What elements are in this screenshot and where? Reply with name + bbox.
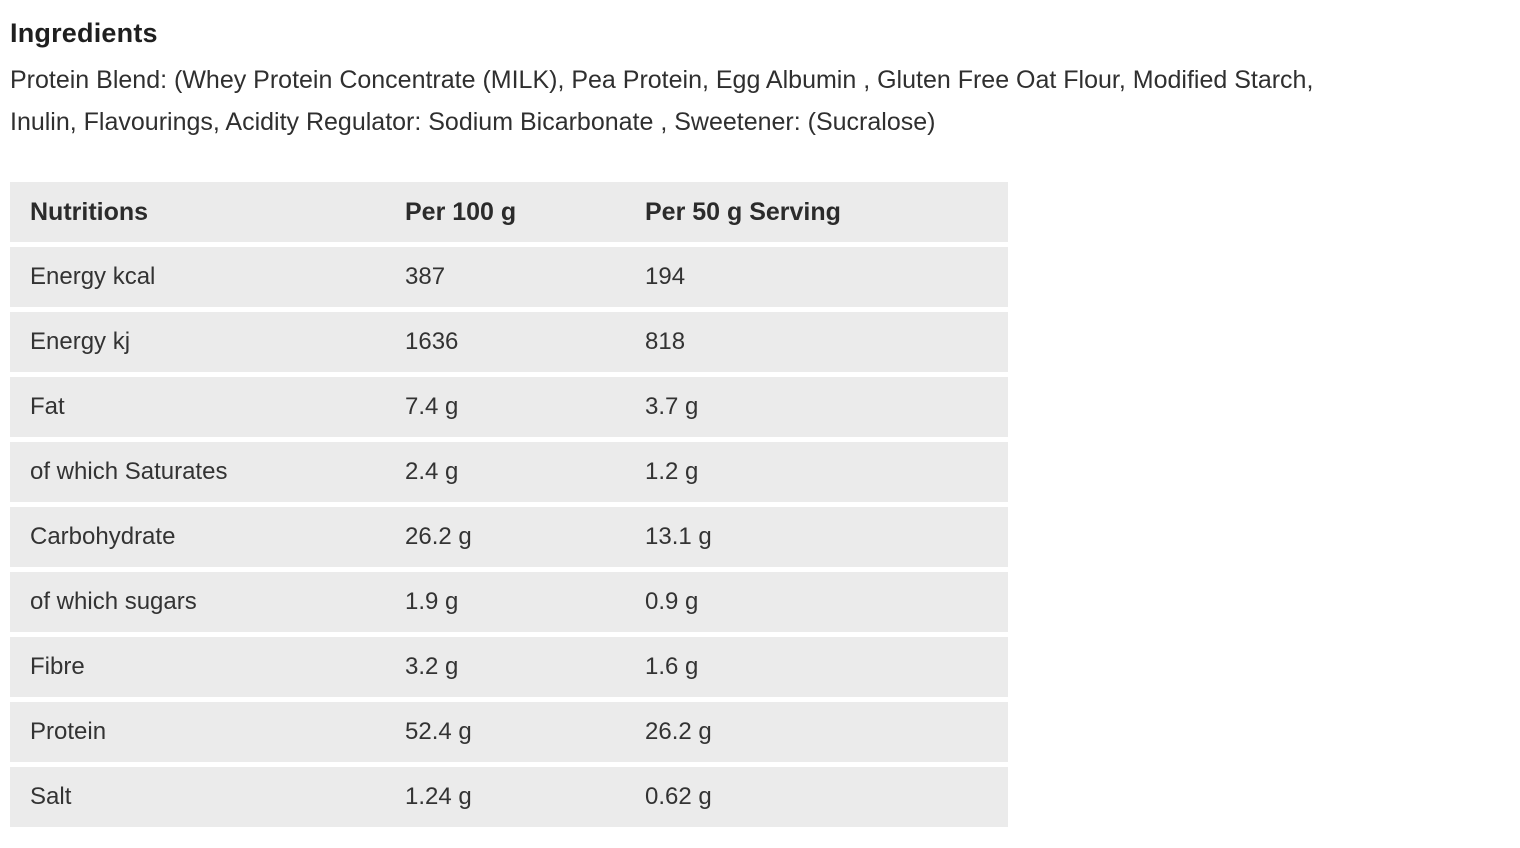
nutrient-name-cell: Energy kj	[30, 328, 131, 355]
table-row: Fat 7.4 g 3.7 g	[10, 377, 1008, 437]
table-row: Fibre 3.2 g 1.6 g	[10, 637, 1008, 697]
nutrient-name-cell: Fat	[30, 393, 65, 420]
per-serving-cell: 13.1 g	[645, 523, 712, 550]
nutrition-table-header-row: Nutritions Per 100 g Per 50 g Serving	[10, 182, 1008, 242]
nutrient-name-cell: Energy kcal	[30, 263, 156, 290]
nutrient-name-cell: Carbohydrate	[30, 523, 176, 550]
product-info-page: Ingredients Protein Blend: (Whey Protein…	[10, 18, 1520, 827]
table-row: Energy kcal 387 194	[10, 247, 1008, 307]
ingredients-line-2: Inulin, Flavourings, Acidity Regulator: …	[10, 108, 936, 136]
per-serving-cell: 1.2 g	[645, 458, 699, 485]
table-row: Protein 52.4 g 26.2 g	[10, 702, 1008, 762]
per-100g-cell: 7.4 g	[405, 393, 459, 420]
per-serving-cell: 26.2 g	[645, 718, 712, 745]
nutrient-name-cell: of which Saturates	[30, 458, 228, 485]
ingredients-heading: Ingredients	[10, 18, 158, 48]
per-serving-cell: 0.62 g	[645, 783, 712, 810]
ingredients-section: Ingredients Protein Blend: (Whey Protein…	[10, 18, 1520, 143]
nutrient-name-cell: Protein	[30, 718, 107, 745]
per-100g-cell: 26.2 g	[405, 523, 472, 550]
nutrition-table: Nutritions Per 100 g Per 50 g Serving En…	[10, 182, 1008, 827]
nutrient-name-cell: Salt	[30, 783, 72, 810]
ingredients-text: Protein Blend: (Whey Protein Concentrate…	[10, 59, 1480, 143]
table-row: of which sugars 1.9 g 0.9 g	[10, 572, 1008, 632]
per-100g-cell: 2.4 g	[405, 458, 459, 485]
per-serving-cell: 818	[645, 328, 686, 355]
per-serving-cell: 0.9 g	[645, 588, 699, 615]
per-serving-cell: 3.7 g	[645, 393, 699, 420]
table-row: Energy kj 1636 818	[10, 312, 1008, 372]
table-row: Carbohydrate 26.2 g 13.1 g	[10, 507, 1008, 567]
per-serving-cell: 194	[645, 263, 686, 290]
nutrition-table-body: Energy kcal 387 194 Energy kj 1636 818 Fat 7.4 …	[10, 247, 1008, 827]
nutrient-name-cell: Fibre	[30, 653, 85, 680]
per-100g-cell: 1.24 g	[405, 783, 472, 810]
header-per-100g: Per 100 g	[405, 197, 517, 226]
per-100g-cell: 387	[405, 263, 446, 290]
table-row: of which Saturates 2.4 g 1.2 g	[10, 442, 1008, 502]
per-serving-cell: 1.6 g	[645, 653, 699, 680]
per-100g-cell: 52.4 g	[405, 718, 472, 745]
header-per-50g-serving: Per 50 g Serving	[645, 197, 841, 226]
per-100g-cell: 1636	[405, 328, 459, 355]
per-100g-cell: 3.2 g	[405, 653, 459, 680]
nutrient-name-cell: of which sugars	[30, 588, 197, 615]
table-row: Salt 1.24 g 0.62 g	[10, 767, 1008, 827]
ingredients-line-1: Protein Blend: (Whey Protein Concentrate…	[10, 66, 1314, 94]
header-nutritions: Nutritions	[30, 197, 149, 226]
per-100g-cell: 1.9 g	[405, 588, 459, 615]
